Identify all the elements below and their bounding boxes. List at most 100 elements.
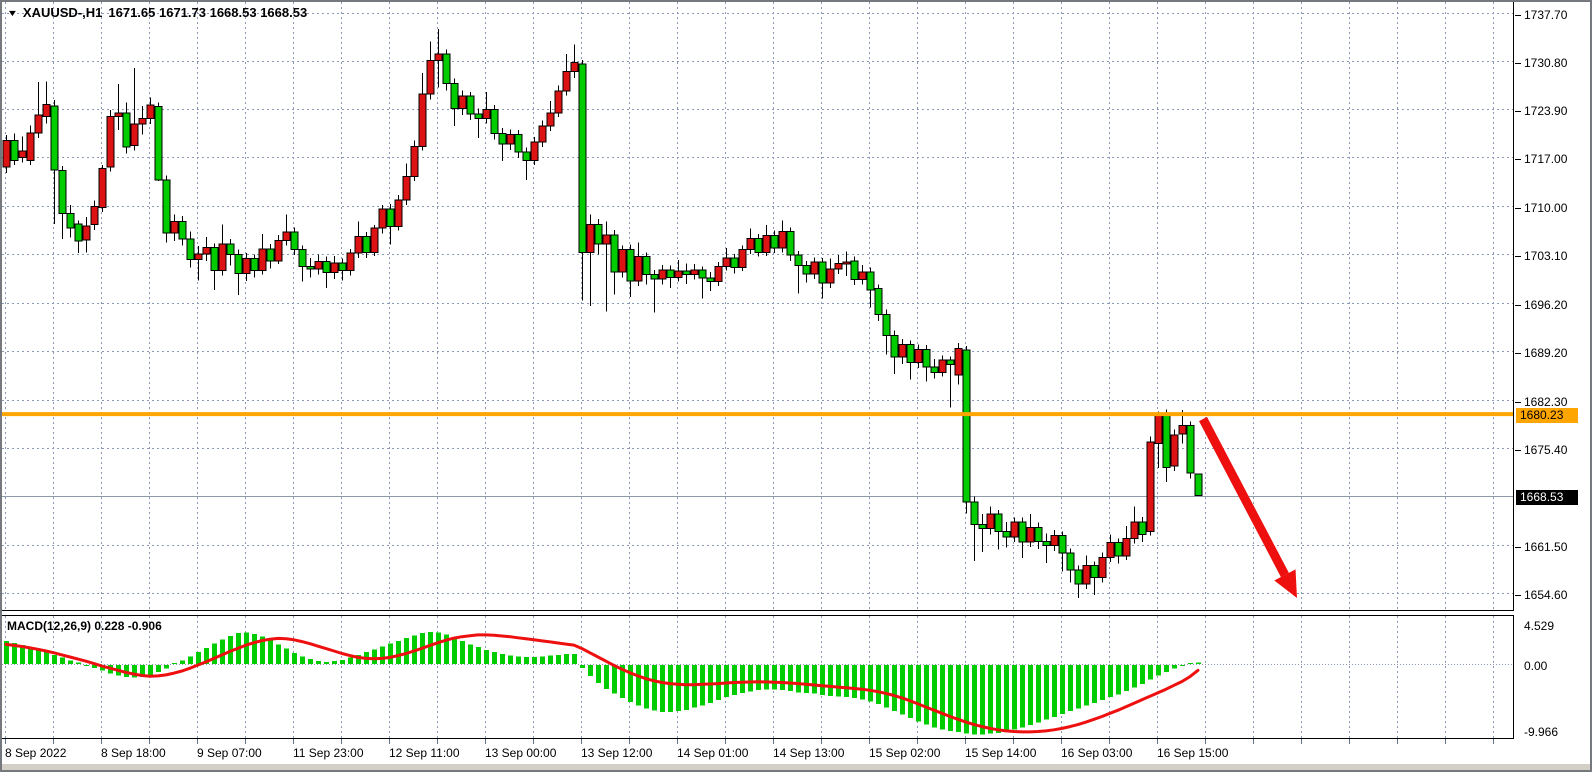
macd-histogram-bar xyxy=(348,657,353,664)
price-tick xyxy=(1515,159,1521,160)
candle-body xyxy=(938,359,947,373)
price-axis-label: 1661.50 xyxy=(1524,540,1568,554)
macd-histogram-bar xyxy=(276,644,281,664)
time-tick xyxy=(581,739,582,744)
time-tick xyxy=(965,739,966,744)
macd-histogram-bar xyxy=(324,661,329,664)
price-axis-label: 1710.00 xyxy=(1524,201,1568,215)
candle-body xyxy=(826,268,835,284)
candle-body xyxy=(42,103,51,117)
candle-body xyxy=(858,271,867,281)
time-tick xyxy=(869,739,870,744)
candle-body xyxy=(298,249,307,267)
candle-body xyxy=(866,271,875,291)
candle-body xyxy=(978,524,987,530)
candle-body xyxy=(1002,531,1011,538)
price-axis-label: 1696.20 xyxy=(1524,298,1568,312)
candle-body xyxy=(154,106,163,181)
time-axis-label: 8 Sep 18:00 xyxy=(101,746,166,760)
macd-histogram-bar xyxy=(652,665,657,711)
candle-body xyxy=(762,235,771,253)
macd-histogram-bar xyxy=(1180,665,1185,666)
macd-histogram-bar xyxy=(1092,665,1097,703)
macd-histogram-bar xyxy=(1156,665,1161,676)
time-tick xyxy=(629,739,630,744)
candle-body xyxy=(34,114,43,134)
candle-body xyxy=(234,253,243,274)
candle-body xyxy=(1026,526,1035,543)
candle-body xyxy=(1042,540,1051,546)
time-axis-label: 13 Sep 12:00 xyxy=(581,746,653,760)
time-axis-label: 15 Sep 02:00 xyxy=(869,746,941,760)
candle-body xyxy=(386,208,395,228)
trend-arrow-head[interactable] xyxy=(1274,569,1297,598)
candle-body xyxy=(562,71,571,92)
main-chart-pane[interactable]: ▼ XAUUSD-,H1 1671.65 1671.73 1668.53 166… xyxy=(2,2,1514,611)
candle-body xyxy=(1010,521,1019,538)
macd-histogram-bar xyxy=(844,665,849,698)
candle-body xyxy=(650,274,659,280)
macd-histogram-bar xyxy=(580,665,585,668)
time-axis-label: 14 Sep 13:00 xyxy=(773,746,845,760)
trend-arrow-shaft[interactable] xyxy=(1199,416,1289,578)
candle-body xyxy=(82,225,91,241)
candle-body xyxy=(1138,521,1147,535)
macd-histogram-bar xyxy=(868,665,873,702)
macd-canvas[interactable] xyxy=(2,616,1513,738)
candle-body xyxy=(18,150,27,158)
candle-body xyxy=(410,145,419,177)
macd-histogram-bar xyxy=(1188,662,1193,664)
macd-axis-label: 0.00 xyxy=(1524,659,1548,673)
candle-body xyxy=(786,230,795,256)
macd-histogram-bar xyxy=(732,665,737,696)
candle-body xyxy=(810,261,819,275)
macd-histogram-bar xyxy=(388,643,393,664)
macd-histogram-bar xyxy=(60,657,65,664)
macd-histogram-bar xyxy=(892,665,897,712)
macd-histogram-bar xyxy=(140,665,145,677)
macd-histogram-bar xyxy=(828,665,833,696)
macd-histogram-bar xyxy=(396,640,401,664)
macd-indicator-pane[interactable]: MACD(12,26,9) 0.228 -0.906 xyxy=(2,615,1514,739)
candle-body xyxy=(1122,538,1131,557)
macd-histogram-bar xyxy=(668,665,673,712)
macd-histogram-bar xyxy=(452,637,457,664)
macd-histogram-bar xyxy=(532,657,537,664)
candle-body xyxy=(66,212,75,229)
macd-histogram-bar xyxy=(316,661,321,664)
candle-body xyxy=(898,344,907,358)
macd-histogram-bar xyxy=(1060,665,1065,714)
chevron-down-icon[interactable]: ▼ xyxy=(6,7,19,18)
candle-body xyxy=(474,113,483,119)
candle-body xyxy=(394,199,403,228)
macd-signal-line xyxy=(4,633,1200,734)
price-axis-label: 1689.20 xyxy=(1524,346,1568,360)
time-tick xyxy=(725,739,726,744)
candle-body xyxy=(458,95,467,110)
macd-histogram-bar xyxy=(52,654,57,664)
time-axis[interactable]: 8 Sep 2022 8 Sep 18:00 9 Sep 07:00 11 Sep 2… xyxy=(2,739,1514,764)
candle-body xyxy=(26,132,35,161)
macd-histogram-bar xyxy=(260,636,265,664)
price-axis-label: 1717.00 xyxy=(1524,152,1568,166)
macd-histogram-bar xyxy=(636,665,641,706)
macd-histogram-bar xyxy=(180,660,185,664)
macd-histogram-bar xyxy=(356,654,361,664)
candle-body xyxy=(1058,535,1067,554)
candle-body xyxy=(218,243,227,272)
macd-histogram-bar xyxy=(756,665,761,691)
price-axis[interactable]: 1680.23 1668.53 1737.70 1730.80 1723.90 171… xyxy=(1515,2,1590,762)
candle-body xyxy=(770,235,779,249)
candle-body xyxy=(906,344,915,364)
macd-histogram-bar xyxy=(1196,662,1201,664)
candlestick-canvas[interactable] xyxy=(2,2,1513,609)
macd-histogram-bar xyxy=(604,665,609,689)
macd-histogram-bar xyxy=(372,649,377,664)
candle-body xyxy=(1114,542,1123,557)
time-tick xyxy=(1013,739,1014,744)
candle-body xyxy=(114,112,123,117)
candle-body xyxy=(706,277,715,283)
candle-body xyxy=(98,168,107,209)
macd-histogram-bar xyxy=(380,646,385,664)
